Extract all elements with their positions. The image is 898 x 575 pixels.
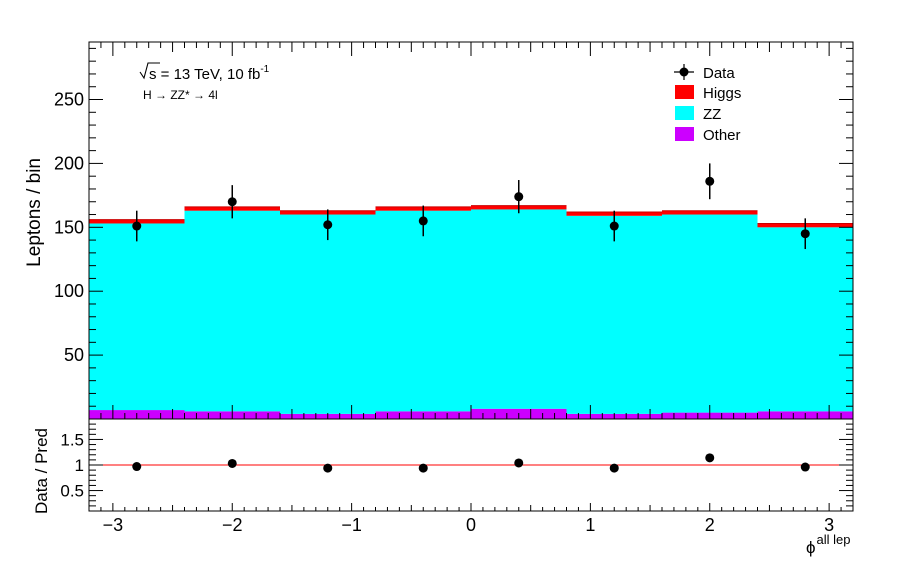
bar-zz-1: [184, 210, 280, 412]
data-point-3: [418, 216, 428, 226]
lower-x-axis: −3 −2 −1 0 1 2 3: [100, 503, 842, 535]
bar-zz-3: [375, 210, 471, 412]
svg-text:s = 13 TeV, 10 fb-1: s = 13 TeV, 10 fb-1: [149, 64, 270, 83]
bar-zz-4: [471, 209, 567, 409]
x-tick-label: −3: [103, 515, 124, 535]
ratio-y-tick-label: 1.5: [60, 430, 84, 449]
energy-main: = 13 TeV, 10 fb: [157, 66, 261, 83]
x-axis-label-base: ϕ: [806, 538, 816, 557]
legend-entry-zz: ZZ: [675, 106, 721, 123]
x-tick-label: −1: [341, 515, 362, 535]
data-point-1: [227, 197, 237, 207]
legend-swatch-other: [675, 127, 694, 141]
bar-zz-2: [280, 214, 376, 414]
ratio-point-7: [800, 462, 810, 472]
y-tick-label: 200: [54, 153, 84, 173]
upper-y-axis-label: Leptons / bin: [24, 158, 45, 267]
bar-zz-0: [89, 223, 185, 411]
data-point-7: [800, 229, 810, 239]
upper-y-axis: 50 100 150 200 250: [54, 47, 853, 407]
data-point-4: [514, 192, 524, 202]
legend-label-other: Other: [703, 127, 741, 144]
legend-label-zz: ZZ: [703, 106, 721, 123]
energy-annotation: s = 13 TeV, 10 fb-1: [139, 62, 270, 83]
legend-entry-data: Data: [674, 64, 735, 82]
ratio-point-1: [227, 458, 237, 468]
ratio-point-2: [323, 463, 333, 473]
data-marker-icon: [679, 67, 689, 77]
legend-entry-higgs: Higgs: [675, 85, 741, 102]
lower-y-axis-label: Data / Pred: [32, 428, 51, 514]
data-point-2: [323, 220, 333, 230]
x-tick-label: −2: [222, 515, 243, 535]
ratio-point-0: [132, 462, 142, 472]
upper-x-axis-ticks: [100, 42, 842, 419]
lower-y-axis: 0.5 1 1.5: [60, 423, 853, 507]
ratio-point-4: [514, 458, 524, 468]
bar-zz-5: [566, 215, 662, 414]
legend-label-data: Data: [703, 65, 735, 82]
process-annotation: H → ZZ* → 4l: [143, 88, 218, 102]
legend-swatch-zz: [675, 106, 694, 120]
data-point-5: [609, 221, 619, 231]
x-tick-label: 2: [705, 515, 715, 535]
sqrt-sign-icon: [139, 62, 160, 80]
ratio-point-5: [609, 463, 619, 473]
data-point-6: [705, 176, 715, 186]
x-axis-label: ϕall lep: [806, 532, 851, 557]
energy-sqrt-s: s: [149, 66, 157, 83]
bar-zz-6: [662, 214, 758, 413]
stacked-histogram: [89, 205, 853, 419]
bar-higgs-6: [662, 210, 758, 215]
y-tick-label: 250: [54, 90, 84, 110]
y-tick-label: 50: [64, 345, 84, 365]
legend-entry-other: Other: [675, 127, 741, 144]
data-points: [132, 163, 810, 250]
y-tick-label: 100: [54, 281, 84, 301]
x-axis-label-sup: all lep: [817, 532, 851, 547]
x-tick-label: 3: [824, 515, 834, 535]
x-tick-label: 0: [466, 515, 476, 535]
energy-exp: -1: [260, 64, 269, 75]
ratio-point-3: [418, 463, 428, 473]
data-point-0: [132, 221, 142, 231]
legend: Data Higgs ZZ Other: [674, 64, 741, 144]
ratio-y-tick-label: 1: [75, 456, 84, 475]
legend-swatch-higgs: [675, 85, 694, 99]
ratio-y-tick-label: 0.5: [60, 482, 84, 501]
x-tick-label: 1: [585, 515, 595, 535]
ratio-points: [132, 453, 810, 473]
y-tick-label: 150: [54, 217, 84, 237]
legend-label-higgs: Higgs: [703, 85, 741, 102]
ratio-point-6: [705, 453, 715, 463]
bar-zz-7: [757, 227, 853, 412]
